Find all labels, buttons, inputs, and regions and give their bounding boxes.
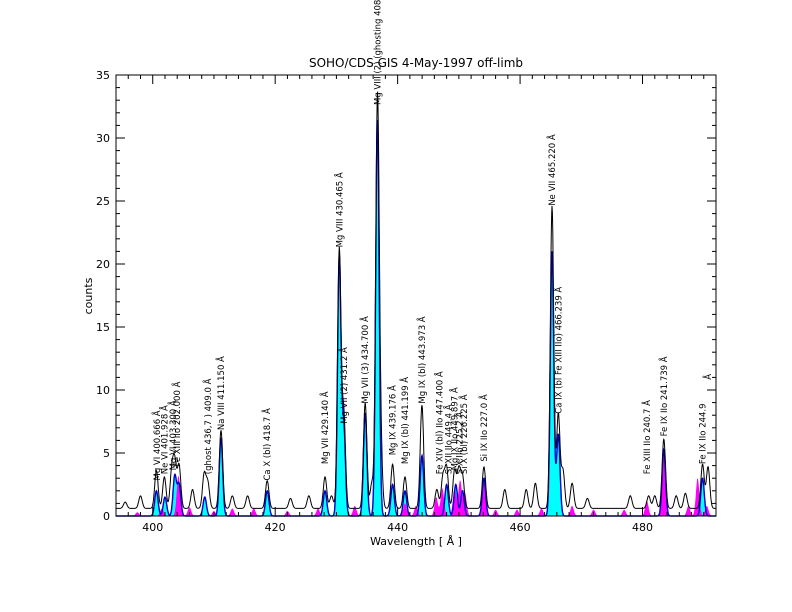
plot-frame — [115, 74, 717, 517]
line-id-label: Fe IX IIo 244.9 — [699, 403, 709, 464]
line-id-label: Mg IX IIo 449.897 Å — [449, 387, 461, 470]
y-tick-label: 0 — [103, 510, 110, 523]
line-id-label: Mg IX (bl) 443.973 Å — [416, 316, 428, 403]
line-id-label: Fe XIV (bl) IIo 447.400 Å — [433, 371, 445, 474]
y-tick-label: 15 — [96, 321, 110, 334]
line-id-label: Si IX IIo 227.0 Å — [478, 394, 490, 461]
line-id-label: Ne VI 401.928 Å — [159, 405, 171, 474]
line-id-label: Fe XIII IIo 240.7 Å — [641, 400, 653, 474]
line-id-label: Å — [702, 374, 714, 380]
y-tick-label: 30 — [96, 132, 110, 145]
line-id-label: Mg VIII 430.465 Å — [333, 172, 345, 247]
y-tick-label: 5 — [103, 447, 110, 460]
line-id-label: Si XII IIo 449.4 Å — [442, 404, 454, 474]
y-axis-label: counts — [82, 277, 95, 314]
y-tick-label: 25 — [96, 195, 110, 208]
x-axis-label: Wavelength [ Å ] — [370, 535, 462, 548]
plot-border — [115, 74, 717, 517]
chart-title: SOHO/CDS GIS 4-May-1997 off-limb — [309, 56, 523, 70]
line-id-label: Ca X (bl) 418.7 Å — [261, 408, 273, 480]
x-tick-label: 400 — [142, 521, 163, 534]
line-id-label: Mg VII (3) 434.700 Å — [359, 316, 371, 404]
line-id-label: Fe IX IIo 241.739 Å — [658, 356, 670, 436]
line-id-label: Ne VII 465.220 Å — [546, 134, 558, 206]
line-id-label: Mg VII 429.140 Å — [319, 391, 331, 464]
line-id-label: Fe XIII IIo 202.000 Å — [171, 381, 183, 466]
line-id-label: Mg IX (bl) 441.199 Å — [399, 377, 411, 464]
axis-ticks: 400 420 440 460 480 0 5 10 15 20 25 30 35 — [96, 69, 717, 534]
x-tick-label: 480 — [632, 521, 653, 534]
x-tick-label: 420 — [265, 521, 286, 534]
line-annotations: Mg VI 400.666 ÅNe VI 401.928 ÅMg VI 403.… — [151, 0, 714, 481]
y-tick-label: 35 — [96, 69, 110, 82]
line-id-label: (ghost 436,7 ) 409.0 Å — [202, 378, 214, 474]
line-id-label: Mg VI 403.300 Å — [167, 400, 179, 470]
y-tick-label: 10 — [96, 384, 110, 397]
line-id-label: Mg VI 400.666 Å — [151, 410, 163, 480]
x-tick-label: 440 — [387, 521, 408, 534]
line-id-label: S X IIo 225.2 Å — [454, 412, 466, 475]
line-id-label: Mg VIII (2) (ghosting 408.7 Å) 436.7 Å — [371, 0, 383, 105]
observed-spectrum-line — [116, 91, 716, 509]
line-id-label: Mg IX 439.176 Å — [387, 385, 399, 455]
y-tick-label: 20 — [96, 258, 110, 271]
fill-layer — [116, 120, 716, 516]
line-id-label: Ca IX (bl Fe XIII IIo) 466.239 Å — [552, 287, 564, 414]
line-id-label: Si X (bl) 226.225 Å — [458, 394, 470, 474]
line-id-label: Na VIII 411.150 Å — [215, 356, 227, 430]
x-tick-label: 460 — [510, 521, 531, 534]
fit-second-order-fill — [116, 448, 716, 516]
line-id-label: Mg VII (2) 431.2 Å — [338, 347, 350, 424]
